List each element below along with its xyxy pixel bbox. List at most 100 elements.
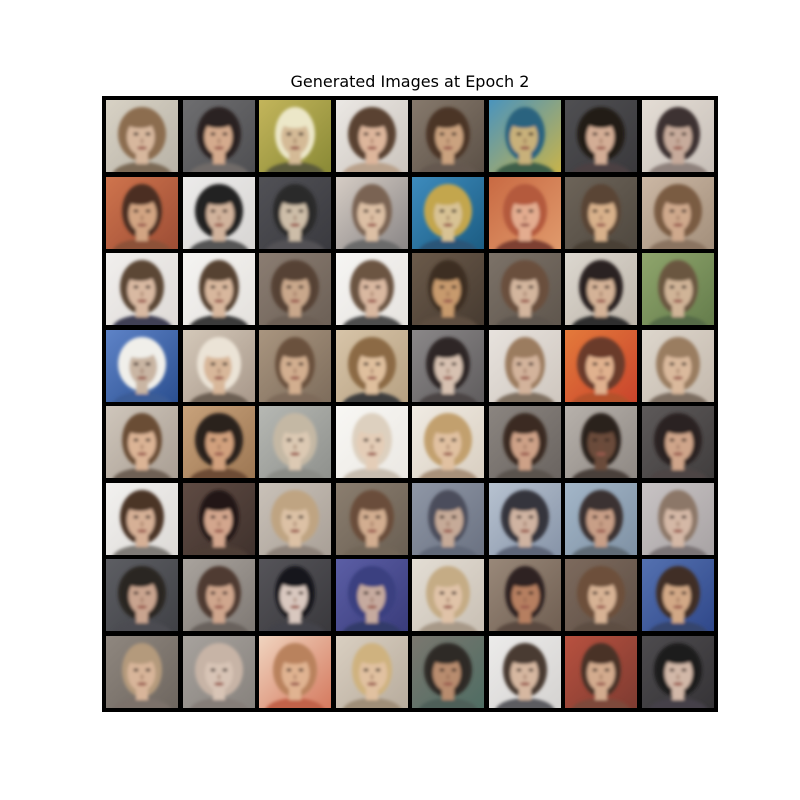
generated-face-tile (565, 559, 637, 631)
generated-face-tile (259, 100, 331, 172)
face-image (259, 176, 331, 249)
face-image (335, 100, 408, 172)
face-image (335, 176, 408, 249)
face-image (106, 406, 178, 478)
face-image (182, 406, 255, 478)
face-image (182, 329, 255, 402)
generated-image-grid (102, 96, 718, 712)
generated-face-tile (182, 100, 255, 172)
generated-face-tile (641, 176, 714, 249)
generated-face-tile (565, 635, 637, 708)
face-image (335, 559, 408, 631)
face-image (641, 635, 714, 708)
generated-face-tile (488, 559, 561, 631)
generated-face-tile (106, 100, 178, 172)
generated-face-tile (641, 406, 714, 478)
face-image (182, 100, 255, 172)
generated-face-tile (412, 329, 484, 402)
face-image (641, 482, 714, 555)
face-image (488, 100, 561, 172)
generated-face-tile (412, 406, 484, 478)
face-image (106, 100, 178, 172)
generated-face-tile (182, 176, 255, 249)
face-image (106, 482, 178, 555)
face-image (182, 635, 255, 708)
generated-face-tile (412, 253, 484, 325)
face-image (335, 253, 408, 325)
generated-face-tile (565, 406, 637, 478)
face-image (259, 100, 331, 172)
generated-face-tile (335, 406, 408, 478)
generated-face-tile (335, 176, 408, 249)
generated-face-tile (641, 635, 714, 708)
generated-face-tile (641, 253, 714, 325)
generated-face-tile (335, 635, 408, 708)
generated-face-tile (335, 482, 408, 555)
face-image (641, 100, 714, 172)
face-image (106, 253, 178, 325)
generated-face-tile (565, 176, 637, 249)
face-image (259, 329, 331, 402)
face-image (106, 559, 178, 631)
generated-face-tile (182, 482, 255, 555)
face-image (182, 482, 255, 555)
generated-face-tile (488, 406, 561, 478)
face-image (488, 482, 561, 555)
face-image (412, 482, 484, 555)
face-image (565, 329, 637, 402)
face-image (641, 329, 714, 402)
face-image (488, 635, 561, 708)
generated-face-tile (565, 329, 637, 402)
generated-face-tile (106, 329, 178, 402)
generated-face-tile (565, 100, 637, 172)
face-image (412, 100, 484, 172)
generated-face-tile (106, 635, 178, 708)
face-image (259, 482, 331, 555)
generated-face-tile (641, 482, 714, 555)
generated-face-tile (412, 559, 484, 631)
generated-face-tile (259, 253, 331, 325)
generated-face-tile (259, 635, 331, 708)
face-image (565, 100, 637, 172)
generated-face-tile (488, 253, 561, 325)
face-image (641, 406, 714, 478)
face-image (106, 176, 178, 249)
generated-face-tile (488, 100, 561, 172)
generated-face-tile (182, 329, 255, 402)
generated-face-tile (488, 482, 561, 555)
generated-face-tile (488, 176, 561, 249)
figure-title: Generated Images at Epoch 2 (290, 72, 530, 91)
generated-face-tile (565, 482, 637, 555)
generated-face-tile (259, 329, 331, 402)
generated-face-tile (182, 635, 255, 708)
face-image (565, 253, 637, 325)
generated-face-tile (106, 253, 178, 325)
face-image (488, 406, 561, 478)
face-image (565, 635, 637, 708)
generated-face-tile (106, 559, 178, 631)
generated-face-tile (335, 559, 408, 631)
face-image (488, 176, 561, 249)
generated-face-tile (412, 176, 484, 249)
generated-face-tile (335, 253, 408, 325)
face-image (335, 406, 408, 478)
face-image (182, 253, 255, 325)
generated-face-tile (259, 406, 331, 478)
face-image (335, 329, 408, 402)
face-image (488, 253, 561, 325)
face-image (412, 329, 484, 402)
generated-face-tile (259, 559, 331, 631)
generated-face-tile (335, 100, 408, 172)
face-image (259, 406, 331, 478)
face-image (412, 253, 484, 325)
face-image (488, 329, 561, 402)
generated-face-tile (106, 482, 178, 555)
face-image (565, 559, 637, 631)
generated-face-tile (641, 329, 714, 402)
generated-face-tile (412, 100, 484, 172)
generated-face-tile (182, 253, 255, 325)
generated-face-tile (641, 559, 714, 631)
face-image (335, 482, 408, 555)
generated-face-tile (565, 253, 637, 325)
face-image (106, 635, 178, 708)
